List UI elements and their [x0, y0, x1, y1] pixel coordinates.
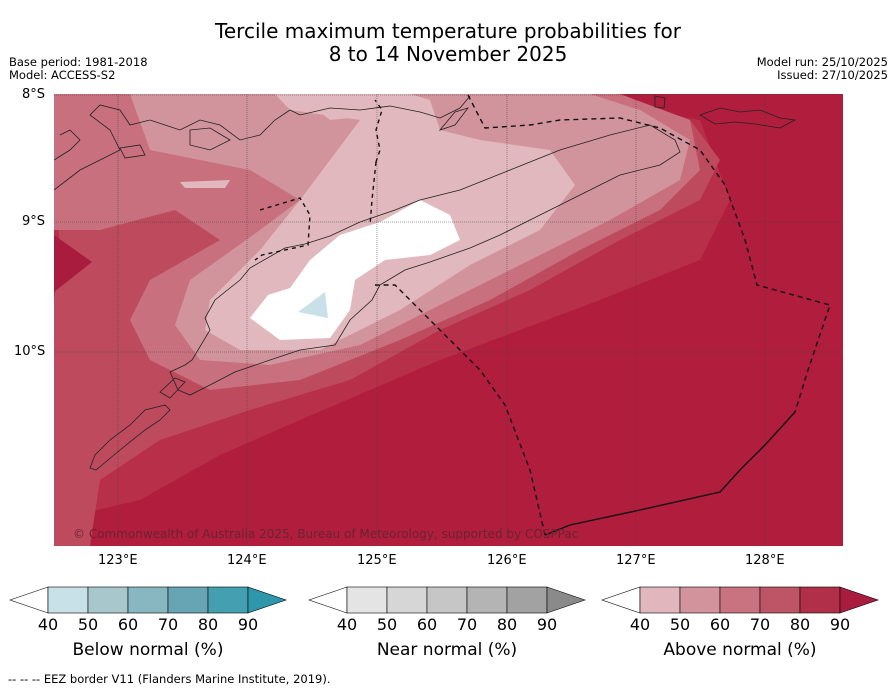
- cb-below-tick: 50: [77, 615, 99, 634]
- lon-label-127e: 127°E: [616, 553, 656, 568]
- rote-coast: [89, 404, 171, 471]
- lon-label-126e: 126°E: [487, 553, 527, 568]
- map-title: Tercile maximum temperature probabilitie…: [0, 20, 896, 66]
- lat-label-8s: 8°S: [22, 87, 46, 102]
- lon-label-124e: 124°E: [227, 553, 267, 568]
- title-line-1: Tercile maximum temperature probabilitie…: [215, 19, 681, 43]
- cb-above-tick: 60: [709, 615, 731, 634]
- gridlines: [54, 94, 843, 546]
- cb-near-label: Near normal (%): [376, 640, 518, 660]
- lon-label-123e: 123°E: [98, 553, 138, 568]
- cb-above-tick: 90: [829, 615, 851, 634]
- wetar-coast: [699, 107, 797, 129]
- cb-above-bin-5: [799, 586, 841, 614]
- cb-near-tick: 90: [536, 615, 558, 634]
- cb-below-bin-2: [87, 586, 129, 614]
- cb-above-bin-2: [679, 586, 721, 614]
- lon-label-125e: 125°E: [357, 553, 397, 568]
- cb-below-bin-4: [167, 586, 209, 614]
- timor-coast: [169, 124, 681, 396]
- cb-near-tick: 80: [496, 615, 518, 634]
- colorbar-above: [601, 586, 879, 614]
- base-period: Base period: 1981-2018: [9, 55, 148, 69]
- lat-label-10s: 10°S: [14, 344, 46, 359]
- lon-label-128e: 128°E: [745, 553, 785, 568]
- colorbar-near: [308, 586, 586, 614]
- coastlines: [54, 95, 797, 471]
- cb-near-bin-5: [506, 586, 548, 614]
- island-small-1: [189, 127, 231, 151]
- cb-near-tick: 70: [456, 615, 478, 634]
- island-small-2: [119, 144, 146, 159]
- cb-below-tick: 90: [237, 615, 259, 634]
- cb-below-tick: 70: [157, 615, 179, 634]
- cb-near-extend-high: [546, 586, 586, 614]
- cb-above-label: Above normal (%): [663, 640, 817, 660]
- colorbars: [9, 586, 879, 614]
- island-small-3: [654, 95, 666, 109]
- copyright-text: © Commonwealth of Australia 2025, Bureau…: [73, 527, 579, 541]
- cb-above-tick: 80: [789, 615, 811, 634]
- cb-below-tick: 60: [117, 615, 139, 634]
- cb-below-bin-5: [207, 586, 249, 614]
- cb-above-bin-1: [639, 586, 681, 614]
- cb-below-extend-high: [247, 586, 287, 614]
- cb-below-tick: 40: [37, 615, 59, 634]
- model-run: Model run: 25/10/2025: [756, 55, 888, 69]
- cb-above-bin-3: [719, 586, 761, 614]
- issued-date: Issued: 27/10/2025: [777, 68, 888, 82]
- model-name: Model: ACCESS-S2: [9, 68, 116, 82]
- cb-below-label: Below normal (%): [72, 640, 224, 660]
- cb-near-bin-4: [466, 586, 508, 614]
- cb-near-extend-low: [308, 586, 348, 614]
- cb-near-bin-2: [386, 586, 428, 614]
- semau-coast: [159, 377, 186, 399]
- cb-near-tick: 60: [416, 615, 438, 634]
- colorbar-ticks: 40 50 60 70 80 90 40 50 60 70 80 90 40 5…: [0, 615, 896, 637]
- cb-below-extend-low: [9, 586, 49, 614]
- field-40: [250, 200, 460, 340]
- cb-below-bin-3: [127, 586, 169, 614]
- meta-left: Base period: 1981-2018 Model: ACCESS-S2: [9, 56, 148, 82]
- cb-above-tick: 70: [749, 615, 771, 634]
- cb-above-tick: 40: [629, 615, 651, 634]
- island-west: [54, 129, 81, 161]
- eez-footnote: -- -- -- EEZ border V11 (Flanders Marine…: [8, 672, 331, 686]
- lat-label-9s: 9°S: [22, 214, 46, 229]
- cb-above-bin-4: [759, 586, 801, 614]
- cb-near-tick: 50: [376, 615, 398, 634]
- meta-right: Model run: 25/10/2025 Issued: 27/10/2025: [757, 56, 888, 82]
- cb-above-extend-high: [839, 586, 879, 614]
- eez-border: [254, 94, 831, 536]
- probability-field: [54, 94, 843, 546]
- field-50c: [180, 180, 230, 188]
- flores-coast: [54, 95, 471, 191]
- field-50b: [305, 96, 400, 120]
- colorbar-below: [9, 586, 287, 614]
- title-line-2: 8 to 14 November 2025: [328, 42, 568, 66]
- cb-near-bin-1: [346, 586, 388, 614]
- field-90b: [54, 235, 92, 292]
- cb-near-bin-3: [426, 586, 468, 614]
- cb-near-tick: 40: [336, 615, 358, 634]
- field-below-50: [298, 292, 328, 318]
- cb-below-bin-1: [47, 586, 89, 614]
- cb-above-tick: 50: [669, 615, 691, 634]
- atauro-coast: [438, 107, 470, 131]
- cb-above-extend-low: [601, 586, 641, 614]
- cb-below-tick: 80: [197, 615, 219, 634]
